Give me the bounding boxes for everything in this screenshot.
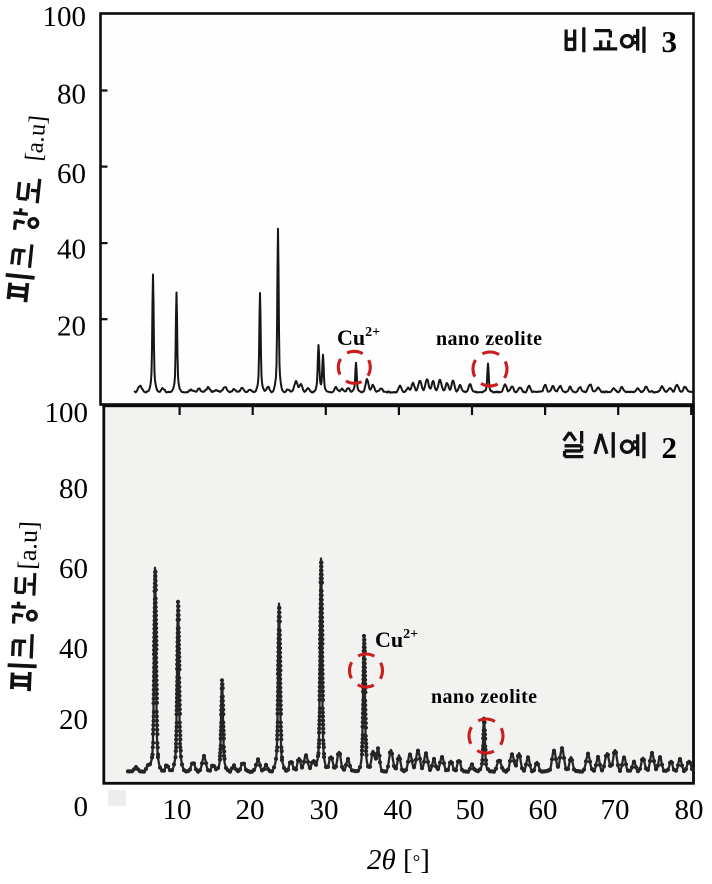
svg-text:2: 2 (662, 430, 678, 465)
svg-text:3: 3 (662, 24, 678, 59)
svg-text:50: 50 (456, 794, 485, 826)
svg-text:70: 70 (601, 794, 630, 826)
svg-text:80: 80 (675, 794, 704, 826)
svg-text:40: 40 (57, 234, 86, 266)
svg-text:20: 20 (59, 704, 88, 736)
svg-text:80: 80 (57, 79, 86, 111)
svg-text:80: 80 (59, 473, 88, 505)
svg-text:0: 0 (74, 791, 89, 823)
svg-text:10: 10 (163, 794, 192, 826)
svg-text:nano zeolite: nano zeolite (436, 328, 542, 350)
svg-text:100: 100 (45, 397, 89, 429)
svg-text:100: 100 (43, 1, 87, 33)
svg-text:40: 40 (59, 633, 88, 665)
svg-text:40: 40 (384, 794, 413, 826)
svg-text:[a.u]: [a.u] (20, 114, 52, 162)
svg-text:20: 20 (236, 794, 265, 826)
svg-text:30: 30 (310, 794, 339, 826)
svg-text:20: 20 (57, 311, 86, 343)
svg-text:60: 60 (529, 794, 558, 826)
svg-text:nano zeolite: nano zeolite (431, 686, 537, 708)
svg-text:60: 60 (57, 158, 86, 190)
svg-text:2θ [°]: 2θ [°] (367, 844, 430, 876)
svg-text:[a.u]: [a.u] (12, 521, 43, 571)
svg-text:60: 60 (59, 553, 88, 585)
